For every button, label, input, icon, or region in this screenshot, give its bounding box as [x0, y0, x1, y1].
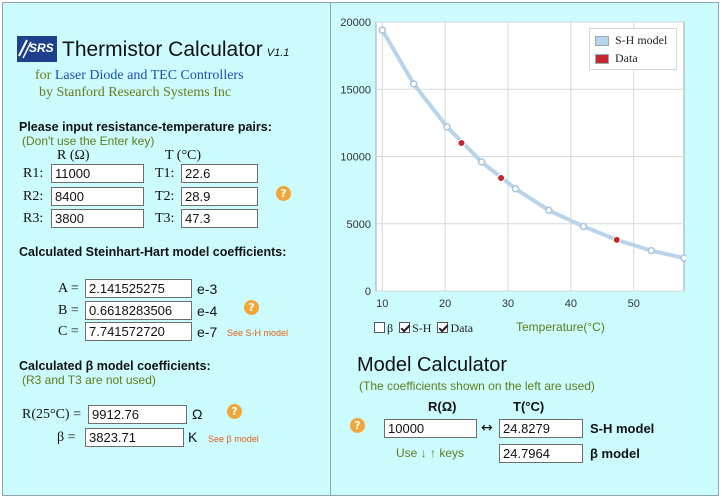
app-title-text: Thermistor Calculator — [62, 38, 263, 61]
srs-logo — [17, 36, 57, 62]
sh-heading: Calculated Steinhart-Hart model coeffici… — [19, 245, 287, 259]
r3-label: R3: — [23, 211, 44, 226]
t-column-header: T (°C) — [165, 148, 202, 163]
convert-arrow: ↔ — [481, 420, 493, 436]
legend-label-data: Data — [615, 51, 638, 65]
t3-input[interactable]: 47.3 — [181, 209, 258, 228]
c-exponent: e-7 — [197, 324, 218, 340]
app-title: Thermistor Calculator V1.1 — [62, 38, 289, 62]
x-tick-label: 10 — [376, 298, 388, 310]
byline: by Stanford Research Systems Inc — [39, 85, 232, 100]
sh-model-point — [647, 246, 656, 255]
sh-model-point — [409, 80, 418, 88]
beta-help-icon[interactable]: ? — [227, 404, 242, 419]
beta-unit: K — [188, 429, 198, 445]
sh-model-point — [545, 206, 553, 215]
y-tick-label: 5000 — [347, 219, 371, 231]
controllers-link[interactable]: Laser Diode and TEC Controllers — [54, 68, 244, 83]
beta-field[interactable]: 3823.71 — [85, 428, 184, 447]
see-beta-model-link[interactable]: See β model — [208, 434, 259, 444]
sh-model-point — [579, 222, 588, 231]
sh-model-point — [511, 185, 520, 193]
a-coefficient-field[interactable]: 2.141525275 — [85, 279, 192, 298]
beta-heading: Calculated β model coefficients: — [19, 359, 211, 373]
mc-t-header: T(°C) — [513, 399, 545, 414]
b-exponent: e-4 — [197, 303, 218, 319]
sh-model-point — [477, 158, 486, 166]
legend-label-sh: S-H model — [615, 33, 668, 47]
pairs-note: (Don't use the Enter key) — [22, 134, 155, 148]
subtitle-prefix: for — [35, 68, 52, 83]
x-tick-label: 50 — [628, 298, 640, 310]
c-label: C = — [58, 324, 79, 339]
pairs-heading: Please input resistance-temperature pair… — [19, 120, 272, 134]
data-point — [497, 174, 506, 183]
b-label: B = — [58, 303, 79, 318]
data-point — [457, 139, 466, 148]
legend-swatch-sh — [595, 35, 609, 46]
r25-unit: Ω — [192, 406, 203, 422]
sh-model-label: S-H model — [590, 421, 655, 436]
y-tick-label: 0 — [365, 286, 371, 298]
beta-model-label: β model — [590, 446, 640, 461]
mc-r-header: R(Ω) — [428, 399, 457, 414]
beta-checkbox-label: β — [387, 321, 394, 335]
chart-legend: S-H model Data — [589, 28, 677, 70]
x-tick-label: 20 — [439, 298, 451, 310]
sh-checkbox-label: S-H — [412, 321, 432, 335]
legend-item-data: Data — [595, 51, 638, 66]
chart-controls: β S-H Data — [374, 319, 479, 337]
data-point — [612, 235, 621, 244]
data-checkbox-label: Data — [450, 321, 474, 335]
legend-swatch-data — [595, 53, 609, 64]
r2-label: R2: — [23, 189, 44, 204]
panel-divider — [330, 3, 331, 495]
x-tick-label: 30 — [502, 298, 514, 310]
model-calculator-note: (The coefficients shown on the left are … — [359, 379, 595, 393]
pairs-help-icon[interactable]: ? — [276, 186, 291, 201]
sh-temperature-field[interactable]: 24.8279 — [499, 419, 583, 438]
r2-input[interactable]: 8400 — [51, 187, 144, 206]
y-tick-label: 15000 — [340, 84, 371, 96]
beta-temperature-field[interactable]: 24.7964 — [499, 444, 583, 463]
x-axis-title: Temperature(°C) — [516, 320, 605, 334]
r25-field[interactable]: 9912.76 — [88, 405, 187, 424]
logo-text: SRS — [29, 41, 54, 55]
beta-label: β = — [57, 430, 76, 445]
sh-curve-checkbox[interactable] — [399, 322, 411, 333]
r3-input[interactable]: 3800 — [51, 209, 144, 228]
c-coefficient-field[interactable]: 7.741572720 — [85, 322, 192, 341]
t2-input[interactable]: 28.9 — [181, 187, 258, 206]
sh-help-icon[interactable]: ? — [244, 300, 259, 315]
see-sh-model-link[interactable]: See S-H model — [227, 328, 289, 338]
sh-model-point — [443, 123, 451, 131]
r1-input[interactable]: 11000 — [51, 164, 144, 183]
a-exponent: e-3 — [197, 281, 218, 297]
app-version: V1.1 — [266, 47, 290, 59]
r25-label: R(25°C) = — [22, 407, 81, 422]
a-label: A = — [58, 281, 79, 296]
model-calculator-title: Model Calculator — [357, 354, 508, 376]
beta-note: (R3 and T3 are not used) — [22, 373, 156, 387]
legend-item-sh-model: S-H model — [595, 33, 667, 48]
y-tick-label: 20000 — [340, 17, 371, 29]
model-calc-help-icon[interactable]: ? — [350, 418, 365, 433]
r-column-header: R (Ω) — [57, 148, 90, 163]
y-tick-label: 10000 — [340, 152, 371, 164]
keys-hint: Use ↓ ↑ keys — [396, 446, 465, 460]
t2-label: T2: — [155, 189, 175, 204]
x-tick-label: 40 — [565, 298, 577, 310]
b-coefficient-field[interactable]: 0.6618283506 — [85, 301, 192, 320]
resistance-input[interactable]: 10000 — [384, 419, 477, 438]
subtitle: for Laser Diode and TEC Controllers — [35, 68, 244, 84]
sh-model-point — [680, 254, 686, 262]
beta-curve-checkbox[interactable] — [374, 322, 385, 333]
data-points-checkbox[interactable] — [437, 322, 449, 333]
t1-label: T1: — [155, 166, 175, 181]
r1-label: R1: — [23, 166, 44, 181]
sh-model-point — [378, 26, 387, 34]
t3-label: T3: — [155, 211, 175, 226]
t1-input[interactable]: 22.6 — [181, 164, 258, 183]
sh-model-line — [380, 29, 685, 260]
